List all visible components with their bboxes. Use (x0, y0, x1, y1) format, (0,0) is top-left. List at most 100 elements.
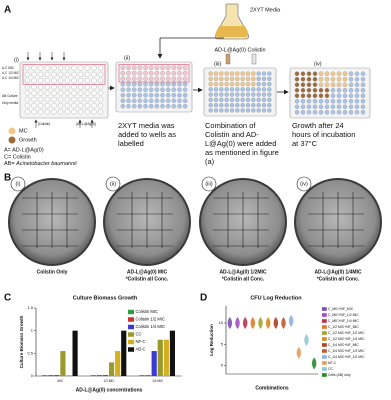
well (213, 87, 219, 92)
well (261, 102, 267, 108)
well (342, 77, 348, 82)
well (120, 87, 126, 92)
well (160, 71, 165, 76)
well (58, 103, 64, 109)
bar (163, 339, 169, 376)
well (256, 108, 261, 113)
well (360, 71, 366, 76)
well (324, 110, 330, 115)
plate-label: Only media (2, 101, 18, 105)
well (224, 87, 229, 92)
well (224, 97, 229, 103)
well (38, 78, 44, 84)
well (251, 87, 256, 92)
well (78, 84, 84, 90)
well (261, 76, 267, 82)
well (342, 88, 348, 93)
well (177, 82, 182, 87)
well (38, 84, 44, 90)
well (148, 93, 154, 98)
well (219, 81, 224, 87)
well (336, 110, 342, 115)
well (64, 90, 70, 96)
well (348, 104, 354, 109)
well (330, 93, 336, 98)
well (71, 65, 77, 71)
well (306, 82, 312, 87)
well (78, 65, 84, 71)
well (120, 65, 126, 70)
well (58, 78, 64, 84)
well (251, 102, 256, 108)
well (324, 88, 330, 93)
well (154, 76, 160, 81)
dish-caption: AD-L@Ag(0) 1/2MIC (219, 269, 266, 275)
well (84, 109, 90, 115)
well (143, 65, 148, 70)
legend-swatch (322, 355, 327, 359)
plate-label: A,C 1/4 MIC (2, 76, 20, 80)
well (318, 99, 324, 104)
key-prefix: AB= (4, 161, 16, 167)
well (31, 84, 37, 90)
y-tick-label: 1.5 (27, 305, 33, 310)
well (354, 99, 360, 104)
well (245, 81, 251, 87)
well (91, 84, 97, 90)
well (71, 109, 77, 115)
y-tick-label: 0 (31, 373, 34, 378)
panel-label: C (4, 293, 11, 304)
well (98, 84, 104, 90)
label-circle (201, 176, 217, 192)
well (126, 98, 131, 103)
well (229, 87, 235, 92)
well (143, 87, 148, 92)
step-text: (a) (205, 157, 215, 166)
well (143, 98, 148, 103)
well (354, 88, 360, 93)
y-tick-label: 0.5 (27, 350, 33, 355)
well (24, 78, 30, 84)
step-text: Growth after 24 (292, 121, 344, 130)
well (245, 102, 251, 108)
well (348, 88, 354, 93)
well (251, 71, 256, 76)
well (219, 102, 224, 108)
well (120, 71, 126, 76)
well (208, 71, 213, 76)
well (318, 104, 324, 109)
well (300, 88, 306, 93)
bar (121, 330, 127, 376)
well (182, 98, 188, 103)
well (208, 108, 213, 113)
legend-swatch (322, 331, 327, 335)
well (245, 108, 251, 113)
well (91, 103, 97, 109)
x-tick-label: MIC (57, 379, 64, 383)
well (300, 93, 306, 98)
legend-swatch (322, 319, 327, 323)
well (165, 76, 171, 81)
legend-swatch (128, 309, 134, 315)
well (224, 108, 229, 113)
well (98, 109, 104, 115)
well (219, 87, 224, 92)
violin (296, 346, 302, 359)
well (348, 82, 354, 87)
well (137, 71, 143, 76)
well (131, 65, 137, 70)
well (267, 87, 272, 92)
legend-swatch (128, 317, 134, 322)
bar (42, 375, 48, 376)
well (143, 82, 148, 87)
x-axis-label: Combinations (255, 385, 289, 391)
well (171, 93, 177, 98)
well (235, 76, 240, 82)
well (235, 87, 240, 92)
well (165, 82, 171, 87)
well (58, 109, 64, 115)
media-label: 2XYT Media (250, 7, 281, 13)
well (240, 102, 245, 108)
well (182, 76, 188, 81)
well (137, 65, 143, 70)
